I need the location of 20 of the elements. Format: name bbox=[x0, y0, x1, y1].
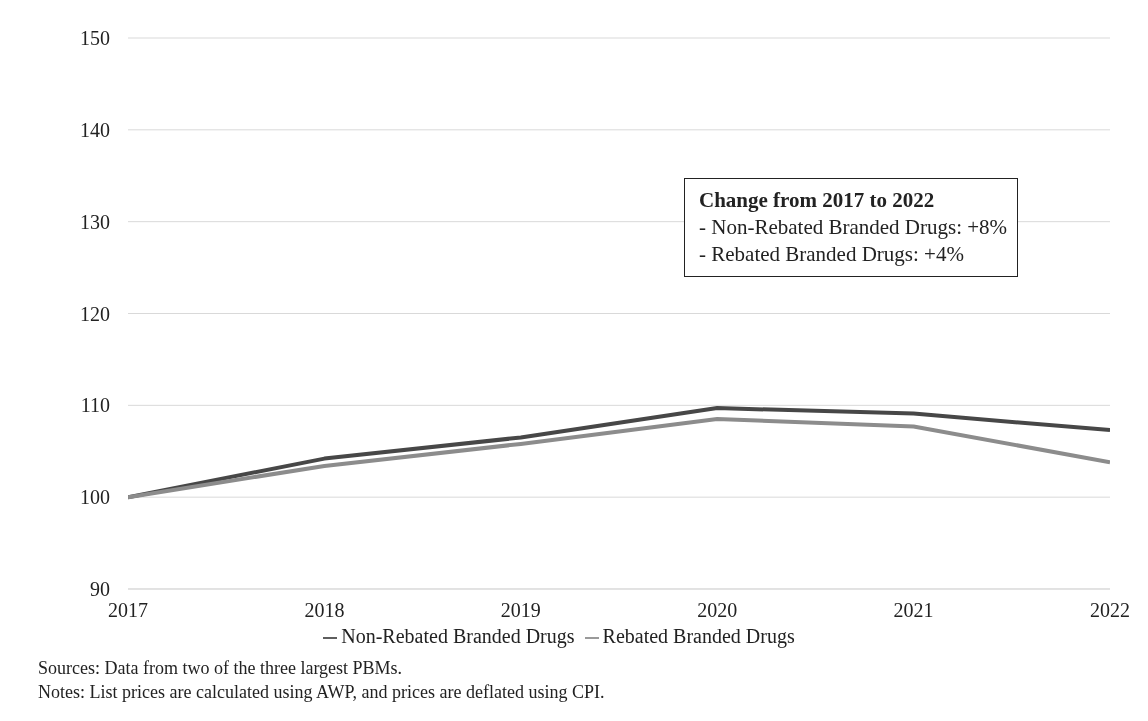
y-tick-label: 100 bbox=[80, 486, 110, 509]
y-tick-label: 140 bbox=[80, 118, 110, 141]
source-note: Sources: Data from two of the three largest PBMs. bbox=[38, 657, 404, 680]
legend-label: Non-Rebated Branded Drugs bbox=[341, 625, 575, 647]
y-tick-label: 110 bbox=[80, 394, 110, 417]
y-tick-label: 90 bbox=[90, 578, 110, 601]
x-tick-label: 2022 bbox=[1090, 599, 1130, 622]
annotation: Change from 2017 to 2022 bbox=[699, 187, 936, 214]
y-tick-label: 150 bbox=[80, 27, 110, 50]
x-tick-label: 2020 bbox=[697, 599, 738, 622]
x-tick-label: 2017 bbox=[108, 599, 148, 622]
y-tick-label: 120 bbox=[80, 302, 110, 325]
legend-label: Rebated Branded Drugs bbox=[602, 625, 795, 647]
y-tick-label: 130 bbox=[80, 210, 110, 233]
annotation: - Non-Rebated Branded Drugs: +8% bbox=[699, 214, 1008, 241]
annotation: - Rebated Branded Drugs: +4% bbox=[699, 241, 965, 268]
x-tick-label: 2019 bbox=[500, 599, 541, 622]
x-tick-label: 2018 bbox=[304, 599, 345, 622]
x-tick-label: 2021 bbox=[893, 599, 934, 622]
text: Notes: List prices are calculated using AWP, and prices are deflated using CPI. bbox=[38, 681, 605, 704]
